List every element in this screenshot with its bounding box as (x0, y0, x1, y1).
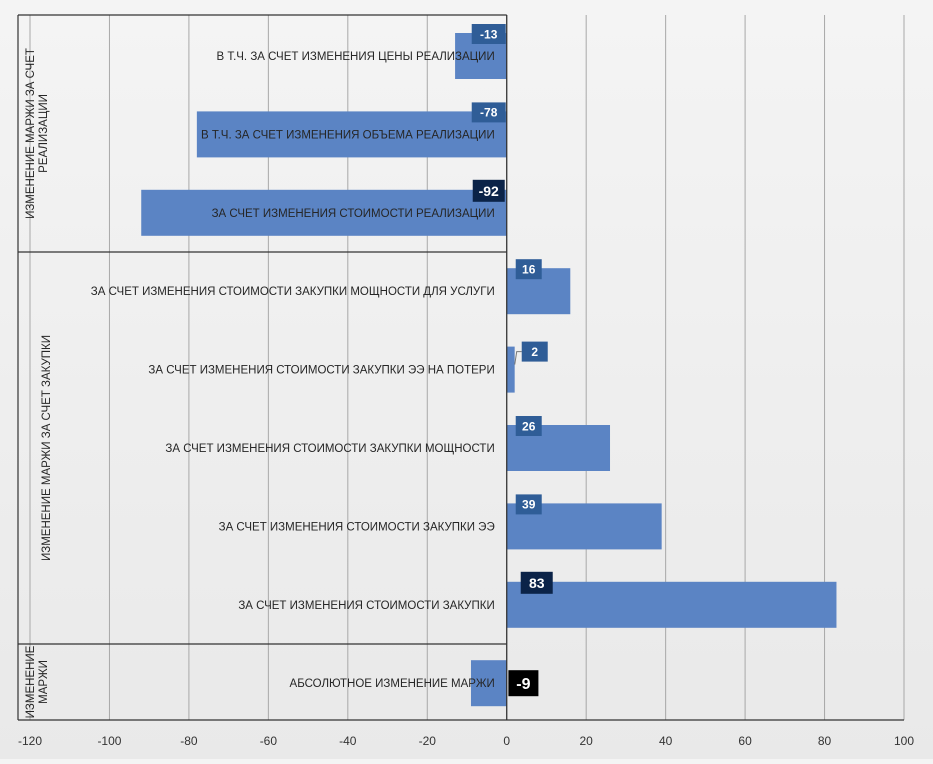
data-label-box (472, 179, 505, 202)
x-tick-label: 60 (738, 734, 752, 748)
x-tick-label: 40 (659, 734, 673, 748)
data-label: 39 (522, 498, 536, 512)
bar (196, 111, 507, 158)
category-label: В Т.Ч. ЗА СЧЕТ ИЗМЕНЕНИЯ ЦЕНЫ РЕАЛИЗАЦИИ (216, 51, 494, 63)
data-label: 2 (531, 345, 538, 359)
category-label: ЗА СЧЕТ ИЗМЕНЕНИЯ СТОИМОСТИ ЗАКУПКИ ЭЭ Н… (148, 365, 494, 377)
data-label-box (520, 571, 553, 594)
bar (506, 346, 515, 393)
data-label-box (515, 494, 542, 515)
data-label-box (515, 259, 542, 280)
category-label: ЗА СЧЕТ ИЗМЕНЕНИЯ СТОИМОСТИ ЗАКУПКИ ЭЭ (219, 521, 495, 533)
group-label: ИЗМЕНЕНИЕ МАРЖИ ЗА СЧЕТ ЗАКУПКИ (41, 335, 53, 561)
group-label: РЕАЛИЗАЦИИ (38, 94, 50, 173)
data-label: 26 (522, 419, 536, 433)
category-label: ЗА СЧЕТ ИЗМЕНЕНИЯ СТОИМОСТИ ЗАКУПКИ МОЩН… (91, 286, 495, 298)
category-label: В Т.Ч. ЗА СЧЕТ ИЗМЕНЕНИЯ ОБЪЕМА РЕАЛИЗАЦ… (201, 129, 495, 141)
leader-line (514, 351, 522, 365)
bar (470, 660, 507, 707)
data-label-box (508, 670, 539, 697)
x-tick-label: 100 (894, 734, 914, 748)
category-label: ЗА СЧЕТ ИЗМЕНЕНИЯ СТОИМОСТИ РЕАЛИЗАЦИИ (212, 208, 495, 220)
x-tick-label: 0 (503, 734, 510, 748)
data-label: -13 (480, 27, 498, 41)
data-label: 16 (522, 263, 536, 277)
x-tick-label: -80 (180, 734, 198, 748)
x-tick-label: -20 (419, 734, 437, 748)
category-label: АБСОЛЮТНОЕ ИЗМЕНЕНИЕ МАРЖИ (290, 678, 495, 690)
bar (141, 189, 507, 236)
data-label-box (471, 102, 506, 123)
group-label: ИЗМЕНЕНИЕ (25, 645, 37, 718)
x-tick-label: 80 (818, 734, 832, 748)
data-label-box (521, 341, 548, 362)
x-tick-label: -120 (18, 734, 42, 748)
x-tick-label: -100 (97, 734, 121, 748)
data-label-box (515, 416, 542, 436)
category-label: ЗА СЧЕТ ИЗМЕНЕНИЯ СТОИМОСТИ ЗАКУПКИ (238, 600, 494, 612)
data-label: -9 (516, 676, 530, 693)
data-label: -78 (480, 106, 498, 120)
group-label: ИЗМЕНЕНИЕ МАРЖИ ЗА СЧЕТ (25, 48, 37, 219)
data-label: -92 (479, 183, 499, 199)
group-label: МАРЖИ (38, 660, 50, 704)
bar (506, 581, 837, 628)
data-label: 83 (529, 575, 545, 591)
x-tick-label: -40 (339, 734, 357, 748)
x-tick-label: -60 (260, 734, 278, 748)
x-tick-label: 20 (580, 734, 594, 748)
data-label-box (471, 24, 506, 44)
category-label: ЗА СЧЕТ ИЗМЕНЕНИЯ СТОИМОСТИ ЗАКУПКИ МОЩН… (165, 443, 494, 455)
